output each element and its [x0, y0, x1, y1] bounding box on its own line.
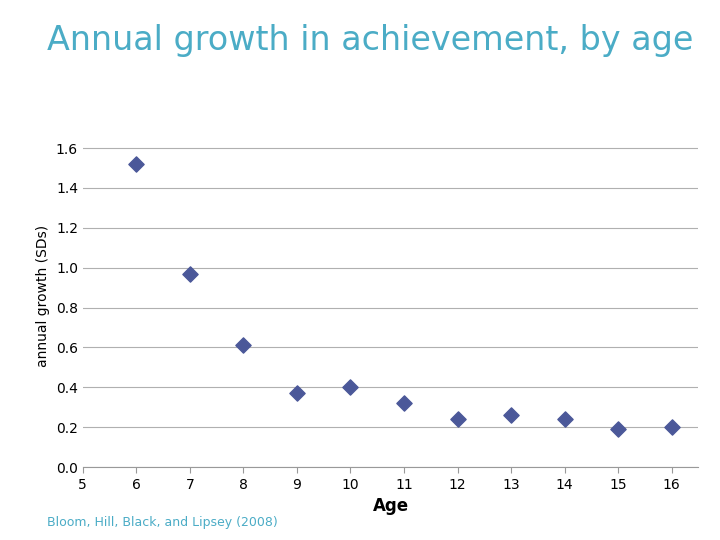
Text: Bloom, Hill, Black, and Lipsey (2008): Bloom, Hill, Black, and Lipsey (2008)	[47, 516, 277, 529]
X-axis label: Age: Age	[372, 497, 409, 515]
Y-axis label: annual growth (SDs): annual growth (SDs)	[36, 225, 50, 367]
Point	[238, 341, 249, 350]
Text: Annual growth in achievement, by age: Annual growth in achievement, by age	[47, 24, 693, 57]
Point	[666, 423, 678, 431]
Point	[451, 415, 463, 423]
Point	[345, 383, 356, 391]
Point	[559, 415, 570, 423]
Point	[612, 425, 624, 434]
Point	[505, 411, 517, 420]
Point	[291, 389, 302, 397]
Point	[130, 160, 142, 168]
Point	[184, 269, 196, 278]
Point	[398, 399, 410, 408]
Text: 11: 11	[7, 81, 27, 94]
